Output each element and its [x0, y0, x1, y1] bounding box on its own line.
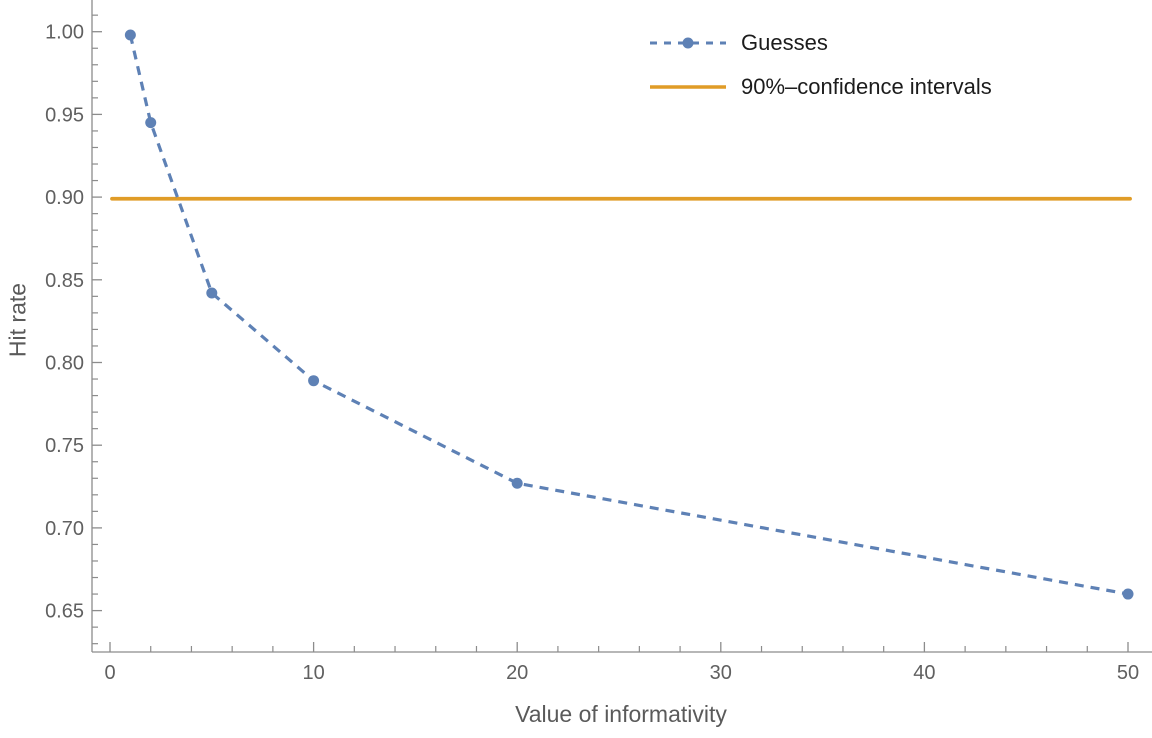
x-tick-label: 10: [302, 662, 324, 684]
x-axis-label: Value of informativity: [515, 701, 727, 727]
y-tick-label: 0.90: [45, 187, 84, 209]
legend: Guesses 90%–confidence intervals: [648, 28, 992, 116]
guesses-point: [206, 287, 218, 299]
legend-item-confidence-intervals: 90%–confidence intervals: [648, 72, 992, 102]
y-tick-label: 0.95: [45, 104, 84, 126]
y-axis-label: Hit rate: [4, 282, 31, 358]
x-tick-label: 40: [913, 662, 935, 684]
legend-label-confidence-intervals: 90%–confidence intervals: [741, 74, 992, 99]
y-tick-label: 1.00: [45, 22, 84, 44]
y-tick-label: 0.80: [45, 353, 84, 375]
guesses-point: [124, 29, 136, 41]
x-tick-label: 50: [1117, 662, 1139, 684]
guesses-point: [145, 117, 157, 129]
x-tick-label: 0: [104, 662, 115, 684]
legend-label-guesses: Guesses: [741, 30, 828, 55]
y-tick-label: 0.65: [45, 601, 84, 623]
y-tick-label: 0.75: [45, 435, 84, 457]
guesses-point: [308, 375, 320, 387]
legend-dot: [682, 37, 694, 49]
x-tick-label: 20: [506, 662, 528, 684]
guesses-line: [128, 34, 1129, 596]
y-tick-label: 0.70: [45, 518, 84, 540]
solid-line-marker-icon: [650, 85, 726, 89]
y-tick-label: 0.85: [45, 270, 84, 292]
legend-item-guesses: Guesses: [648, 28, 992, 58]
guesses-point: [1122, 588, 1134, 600]
x-tick-label: 30: [710, 662, 732, 684]
dashed-line-marker-icon: [650, 37, 726, 49]
guesses-point: [511, 477, 523, 489]
